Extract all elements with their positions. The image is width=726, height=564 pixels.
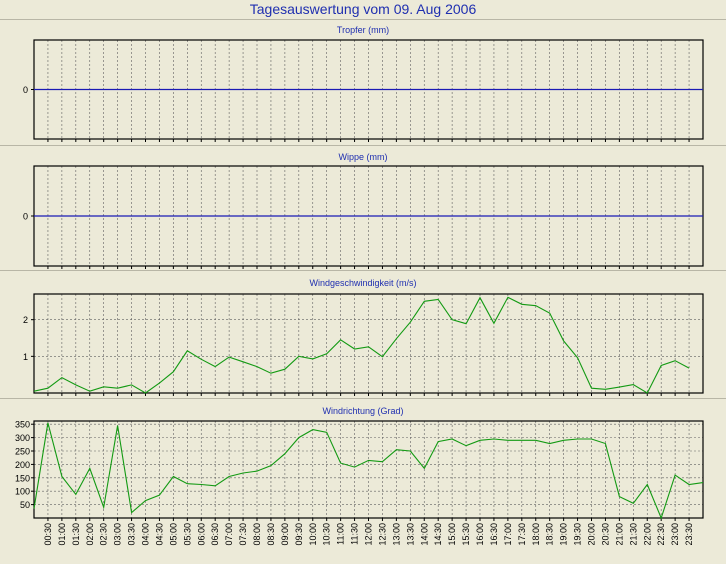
y-tick-label: 250: [15, 447, 30, 457]
y-tick-label: 1: [23, 352, 28, 362]
x-tick-label: 02:30: [99, 523, 109, 546]
x-tick-label: 07:00: [224, 523, 234, 546]
plot-frame: [33, 293, 704, 394]
page-title: Tagesauswertung vom 09. Aug 2006: [249, 1, 477, 17]
panel-title-windgeschwindigkeit: Windgeschwindigkeit (m/s): [309, 278, 417, 288]
x-tick-label: 05:30: [182, 523, 192, 546]
x-tick-label: 15:30: [461, 523, 471, 546]
x-tick-label: 23:00: [670, 523, 680, 546]
x-tick-label: 16:30: [489, 523, 499, 546]
chart-panel-1: 0: [23, 165, 704, 269]
x-tick-label: 17:30: [517, 523, 527, 546]
x-tick-label: 23:30: [684, 523, 694, 546]
x-tick-label: 18:00: [531, 523, 541, 546]
x-tick-label: 22:00: [642, 523, 652, 546]
x-tick-label: 05:00: [168, 523, 178, 546]
x-tick-label: 01:00: [57, 523, 67, 546]
x-tick-label: 14:30: [433, 523, 443, 546]
x-tick-label: 04:00: [141, 523, 151, 546]
plot-frame: [33, 420, 704, 519]
x-tick-label: 10:00: [308, 523, 318, 546]
x-tick-label: 13:00: [391, 523, 401, 546]
y-tick-label: 0: [23, 212, 28, 222]
x-tick-label: 01:30: [71, 523, 81, 546]
x-tick-label: 14:00: [419, 523, 429, 546]
x-tick-label: 17:00: [503, 523, 513, 546]
x-tick-label: 07:30: [238, 523, 248, 546]
x-tick-label: 16:00: [475, 523, 485, 546]
x-tick-label: 09:00: [280, 523, 290, 546]
x-tick-label: 10:30: [322, 523, 332, 546]
y-tick-label: 2: [23, 315, 28, 325]
band-separator: [0, 398, 726, 399]
x-tick-label: 11:30: [350, 523, 360, 545]
x-tick-label: 22:30: [656, 523, 666, 546]
x-tick-label: 03:30: [127, 523, 137, 546]
x-tick-label: 09:30: [294, 523, 304, 546]
panel-title-tropfer: Tropfer (mm): [336, 25, 390, 35]
y-tick-label: 200: [15, 460, 30, 470]
x-tick-label: 11:00: [336, 523, 346, 545]
x-tick-label: 04:30: [154, 523, 164, 546]
x-tick-label: 06:00: [196, 523, 206, 546]
x-tick-label: 20:00: [587, 523, 597, 546]
x-tick-label: 02:00: [85, 523, 95, 546]
y-tick-label: 150: [15, 473, 30, 483]
panel-title-wippe: Wippe (mm): [338, 152, 388, 162]
series-line: [33, 296, 690, 394]
x-tick-label: 20:30: [600, 523, 610, 546]
x-tick-label: 21:30: [628, 523, 638, 546]
series-line: [33, 422, 704, 520]
y-tick-label: 100: [15, 487, 30, 497]
x-tick-label: 08:30: [266, 523, 276, 546]
x-tick-label: 15:00: [447, 523, 457, 546]
x-tick-label: 12:30: [377, 523, 387, 546]
x-tick-label: 13:30: [405, 523, 415, 546]
band-separator: [0, 270, 726, 271]
y-tick-label: 0: [23, 85, 28, 95]
x-tick-label: 19:30: [573, 523, 583, 546]
y-tick-label: 300: [15, 433, 30, 443]
x-tick-label: 03:00: [113, 523, 123, 546]
band-separator: [0, 145, 726, 146]
x-tick-label: 21:00: [614, 523, 624, 546]
x-tick-label: 06:30: [210, 523, 220, 546]
y-tick-label: 50: [20, 500, 30, 510]
panel-title-windrichtung: Windrichtung (Grad): [322, 406, 404, 416]
chart-panel-2: 12: [23, 293, 704, 396]
x-tick-label: 18:30: [545, 523, 555, 546]
x-tick-label: 12:00: [364, 523, 374, 546]
x-tick-label: 00:30: [43, 523, 53, 546]
band-separator: [0, 19, 726, 20]
chart-panel-3: 50 100 150 200 250 300 350: [15, 420, 704, 521]
x-tick-label: 19:00: [559, 523, 569, 546]
chart-panel-0: 0: [23, 39, 704, 142]
x-tick-label: 08:00: [252, 523, 262, 546]
y-tick-label: 350: [15, 420, 30, 430]
